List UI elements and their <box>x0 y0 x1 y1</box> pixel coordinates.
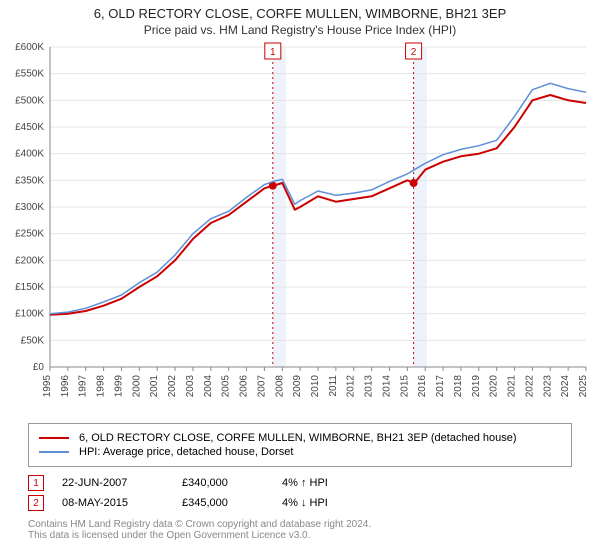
svg-text:2003: 2003 <box>185 375 196 398</box>
svg-text:2: 2 <box>411 47 417 58</box>
svg-text:2007: 2007 <box>256 375 267 398</box>
svg-text:£0: £0 <box>33 362 45 373</box>
svg-text:2020: 2020 <box>489 375 500 398</box>
svg-text:£500K: £500K <box>15 95 44 106</box>
svg-text:1997: 1997 <box>78 375 89 398</box>
sale-marker-badge: 2 <box>28 495 44 511</box>
svg-text:1998: 1998 <box>96 375 107 398</box>
svg-text:2021: 2021 <box>507 375 518 398</box>
legend-item: HPI: Average price, detached house, Dors… <box>39 446 561 458</box>
svg-text:2016: 2016 <box>417 375 428 398</box>
svg-text:2008: 2008 <box>274 375 285 398</box>
svg-text:2017: 2017 <box>435 375 446 398</box>
svg-text:£550K: £550K <box>15 69 44 80</box>
svg-text:2014: 2014 <box>381 375 392 398</box>
sale-row: 2 08-MAY-2015£345,0004% ↓ HPI <box>28 495 572 511</box>
legend: 6, OLD RECTORY CLOSE, CORFE MULLEN, WIMB… <box>28 423 572 467</box>
svg-text:£600K: £600K <box>15 42 44 53</box>
svg-text:1996: 1996 <box>60 375 71 398</box>
svg-text:2010: 2010 <box>310 375 321 398</box>
svg-text:£50K: £50K <box>21 335 45 346</box>
svg-text:2015: 2015 <box>399 375 410 398</box>
svg-text:1999: 1999 <box>113 375 124 398</box>
sale-price: £340,000 <box>182 477 282 489</box>
svg-text:£300K: £300K <box>15 202 44 213</box>
svg-text:2023: 2023 <box>542 375 553 398</box>
svg-text:2001: 2001 <box>149 375 160 398</box>
legend-swatch <box>39 451 69 453</box>
svg-text:2024: 2024 <box>560 375 571 398</box>
svg-text:2011: 2011 <box>328 375 339 397</box>
svg-text:£100K: £100K <box>15 309 44 320</box>
sale-marker-badge: 1 <box>28 475 44 491</box>
page-title: 6, OLD RECTORY CLOSE, CORFE MULLEN, WIMB… <box>0 6 600 21</box>
svg-text:2009: 2009 <box>292 375 303 398</box>
svg-text:2025: 2025 <box>578 375 589 398</box>
sale-delta: 4% ↓ HPI <box>282 497 382 509</box>
svg-text:2022: 2022 <box>524 375 535 398</box>
footer-line: This data is licensed under the Open Gov… <box>28 530 572 541</box>
svg-text:2000: 2000 <box>131 375 142 398</box>
svg-text:2018: 2018 <box>453 375 464 398</box>
svg-text:2013: 2013 <box>364 375 375 398</box>
svg-text:1: 1 <box>270 47 276 58</box>
sale-date: 22-JUN-2007 <box>62 477 182 489</box>
svg-text:1995: 1995 <box>42 375 53 398</box>
footer-attribution: Contains HM Land Registry data © Crown c… <box>28 519 572 541</box>
svg-text:£350K: £350K <box>15 175 44 186</box>
sales-table: 1 22-JUN-2007£340,0004% ↑ HPI 2 08-MAY-2015… <box>28 475 572 511</box>
footer-line: Contains HM Land Registry data © Crown c… <box>28 519 572 530</box>
svg-text:2019: 2019 <box>471 375 482 398</box>
sale-delta: 4% ↑ HPI <box>282 477 382 489</box>
svg-text:2006: 2006 <box>239 375 250 398</box>
legend-item: 6, OLD RECTORY CLOSE, CORFE MULLEN, WIMB… <box>39 432 561 444</box>
svg-text:£250K: £250K <box>15 229 44 240</box>
sale-date: 08-MAY-2015 <box>62 497 182 509</box>
svg-text:2012: 2012 <box>346 375 357 398</box>
price-chart: £0 £50K £100K £150K £200K £250K £300K £350K £400… <box>0 37 600 417</box>
legend-label: HPI: Average price, detached house, Dors… <box>79 446 293 458</box>
svg-text:£450K: £450K <box>15 122 44 133</box>
sale-row: 1 22-JUN-2007£340,0004% ↑ HPI <box>28 475 572 491</box>
svg-text:£150K: £150K <box>15 282 44 293</box>
svg-text:£200K: £200K <box>15 255 44 266</box>
legend-swatch <box>39 437 69 439</box>
svg-text:2002: 2002 <box>167 375 178 398</box>
sale-price: £345,000 <box>182 497 282 509</box>
page-subtitle: Price paid vs. HM Land Registry's House … <box>0 23 600 37</box>
legend-label: 6, OLD RECTORY CLOSE, CORFE MULLEN, WIMB… <box>79 432 517 444</box>
svg-text:2004: 2004 <box>203 375 214 398</box>
svg-text:2005: 2005 <box>221 375 232 398</box>
svg-text:£400K: £400K <box>15 149 44 160</box>
